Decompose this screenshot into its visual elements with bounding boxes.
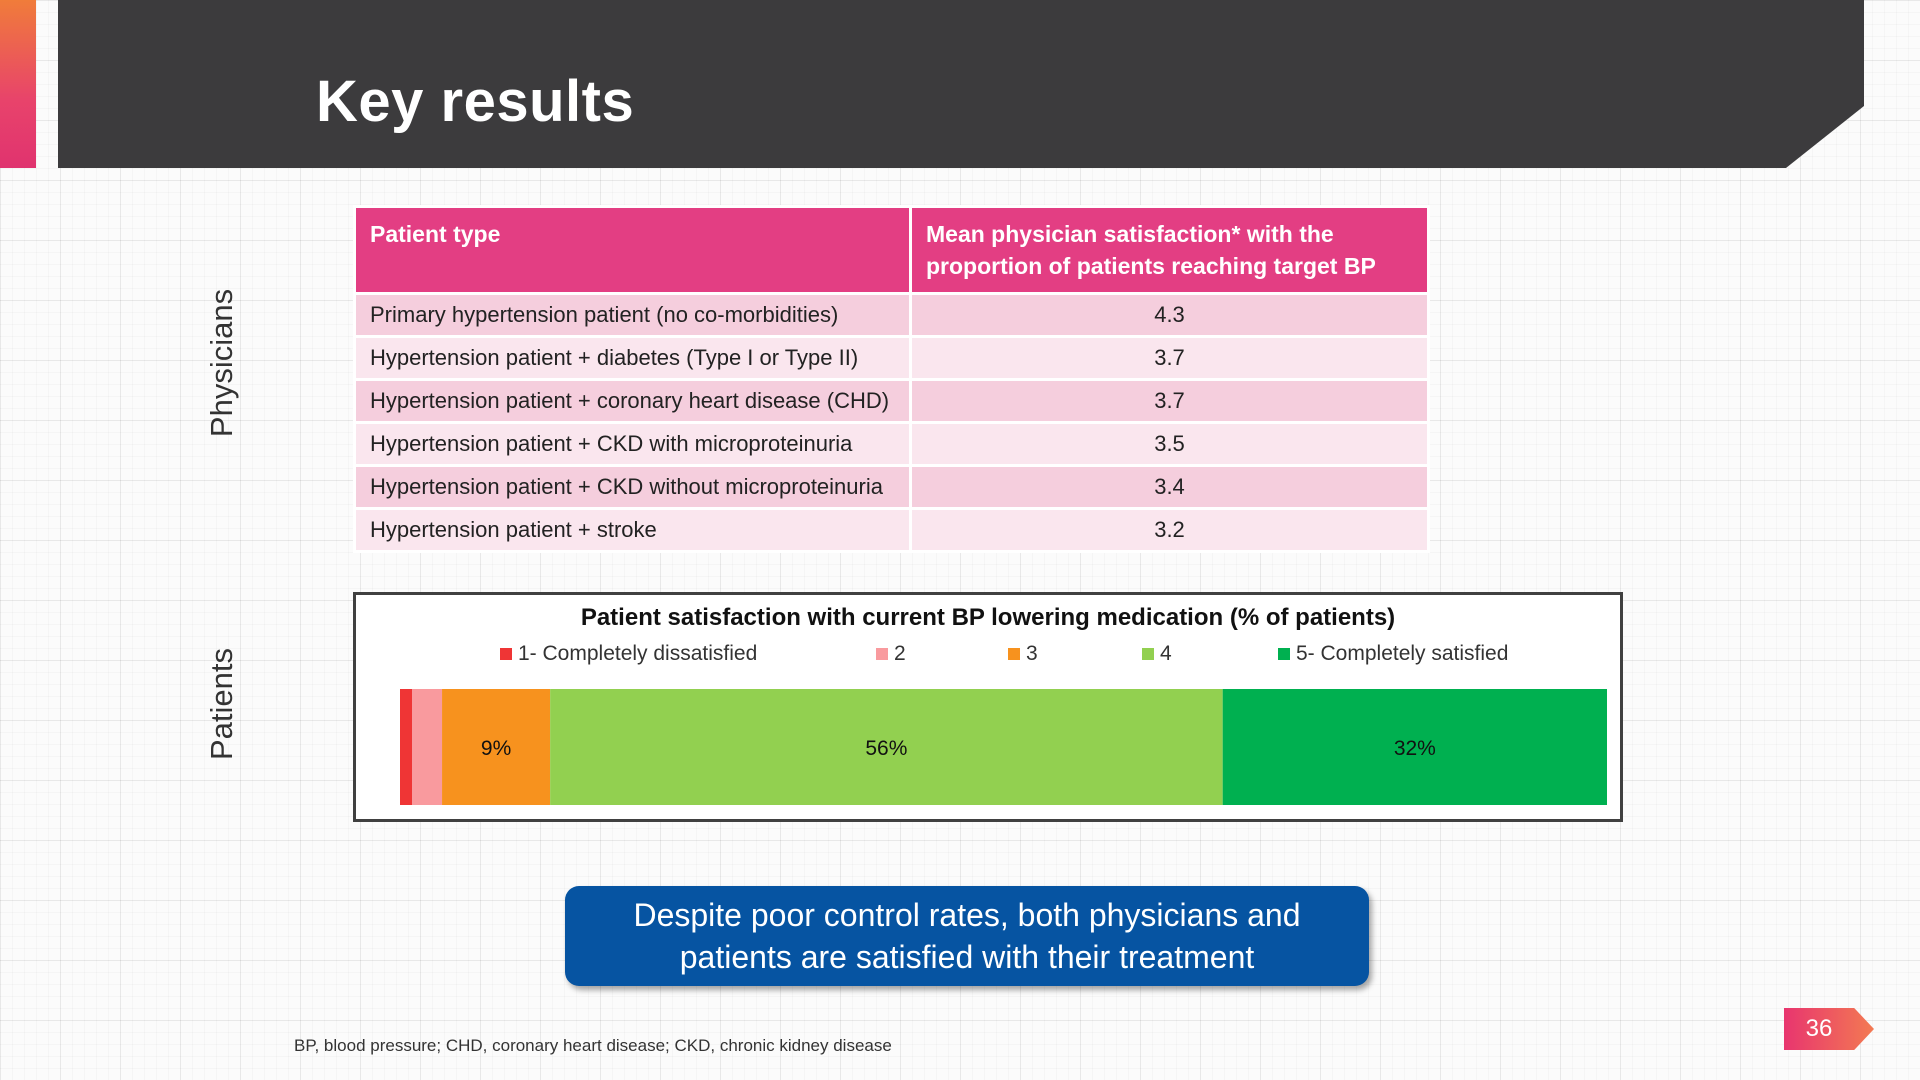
callout-text: Despite poor control rates, both physici… bbox=[633, 897, 1301, 975]
bar-segment bbox=[412, 689, 443, 805]
patient-satisfaction-chart: Patient satisfaction with current BP low… bbox=[353, 592, 1623, 822]
table-row: Hypertension patient + coronary heart di… bbox=[353, 378, 1430, 424]
header-band bbox=[58, 0, 1864, 168]
bar-segment bbox=[400, 689, 413, 805]
legend-swatch bbox=[876, 648, 888, 660]
table-cell-satisfaction: 3.7 bbox=[909, 378, 1430, 424]
bar-segment bbox=[1222, 689, 1607, 805]
bar-segment bbox=[550, 689, 1223, 805]
legend-swatch bbox=[500, 648, 512, 660]
table-cell-satisfaction: 3.7 bbox=[909, 335, 1430, 381]
table-cell-patient-type: Primary hypertension patient (no co-morb… bbox=[353, 292, 912, 338]
table-row: Hypertension patient + diabetes (Type I … bbox=[353, 335, 1430, 381]
accent-bar bbox=[0, 0, 36, 168]
patients-side-label: Patients bbox=[204, 648, 239, 761]
table-cell-patient-type: Hypertension patient + CKD without micro… bbox=[353, 464, 912, 510]
legend-label: 1- Completely dissatisfied bbox=[518, 642, 757, 665]
page-number: 36 bbox=[1805, 1015, 1833, 1042]
table-cell-satisfaction: 3.5 bbox=[909, 421, 1430, 467]
bar-data-label: 32% bbox=[1394, 737, 1436, 760]
table-cell-satisfaction: 3.2 bbox=[909, 507, 1430, 553]
table-row: Primary hypertension patient (no co-morb… bbox=[353, 292, 1430, 338]
legend-label: 3 bbox=[1026, 642, 1038, 665]
table-cell-satisfaction: 3.4 bbox=[909, 464, 1430, 510]
physicians-side-label: Physicians bbox=[204, 288, 239, 438]
legend-label: 2 bbox=[894, 642, 906, 665]
callout-box: Despite poor control rates, both physici… bbox=[565, 886, 1369, 986]
table-row: Hypertension patient + CKD without micro… bbox=[353, 464, 1430, 510]
chart-svg: Patient satisfaction with current BP low… bbox=[400, 604, 1607, 805]
table-row: Hypertension patient + stroke 3.2 bbox=[353, 507, 1430, 553]
table-cell-satisfaction: 4.3 bbox=[909, 292, 1430, 338]
bar-data-label: 9% bbox=[481, 737, 511, 760]
bar-segment bbox=[442, 689, 551, 805]
footnote: BP, blood pressure; CHD, coronary heart … bbox=[294, 1036, 892, 1055]
table-header-patient-type: Patient type bbox=[353, 205, 912, 295]
table-cell-patient-type: Hypertension patient + coronary heart di… bbox=[353, 378, 912, 424]
legend-swatch bbox=[1142, 648, 1154, 660]
legend-label: 5- Completely satisfied bbox=[1296, 642, 1508, 665]
chart-title: Patient satisfaction with current BP low… bbox=[581, 604, 1395, 631]
page-number-badge bbox=[1784, 1008, 1874, 1050]
legend-swatch bbox=[1278, 648, 1290, 660]
table-header-mean-satisfaction: Mean physician satisfaction* with the pr… bbox=[909, 205, 1430, 295]
physician-satisfaction-table: Patient type Mean physician satisfaction… bbox=[353, 205, 1430, 553]
table-cell-patient-type: Hypertension patient + diabetes (Type I … bbox=[353, 335, 912, 381]
table-header-row: Patient type Mean physician satisfaction… bbox=[353, 205, 1430, 295]
table-cell-patient-type: Hypertension patient + CKD with micropro… bbox=[353, 421, 912, 467]
legend-swatch bbox=[1008, 648, 1020, 660]
legend-label: 4 bbox=[1160, 642, 1172, 665]
bar-data-label: 56% bbox=[865, 737, 907, 760]
table-row: Hypertension patient + CKD with micropro… bbox=[353, 421, 1430, 467]
page-title: Key results bbox=[316, 69, 635, 134]
table-cell-patient-type: Hypertension patient + stroke bbox=[353, 507, 912, 553]
